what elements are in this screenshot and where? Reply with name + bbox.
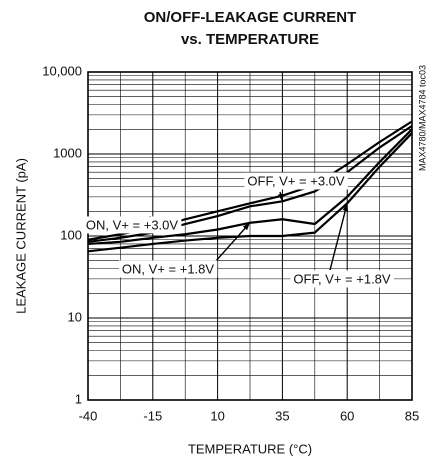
x-tick-label: 85 <box>405 408 419 423</box>
y-tick-label: 100 <box>60 227 82 242</box>
annotation-arrow <box>329 203 348 271</box>
y-tick-label: 10,000 <box>42 63 82 78</box>
series-line <box>87 125 413 243</box>
y-axis-label: LEAKAGE CURRENT (pA) <box>13 158 28 314</box>
x-tick-label: 60 <box>340 408 354 423</box>
chart-title: ON/OFF-LEAKAGE CURRENT <box>144 9 357 26</box>
x-tick-label: -15 <box>143 408 162 423</box>
y-tick-label: 1 <box>75 391 82 406</box>
label-box <box>290 270 394 288</box>
label-box <box>118 260 218 278</box>
arrow-head <box>342 203 348 212</box>
chart-title: vs. TEMPERATURE <box>181 31 319 48</box>
x-axis-label: TEMPERATURE (°C) <box>188 441 312 456</box>
x-tick-label: -40 <box>79 408 98 423</box>
label-box <box>82 216 182 234</box>
series-label: OFF, V+ = +1.8V <box>293 271 391 286</box>
series-line <box>87 132 413 253</box>
arrow-head <box>242 222 250 231</box>
series-label: ON, V+ = +1.8V <box>122 261 214 276</box>
x-tick-label: 10 <box>210 408 224 423</box>
y-tick-label: 10 <box>68 309 82 324</box>
x-tick-label: 35 <box>275 408 289 423</box>
side-note: MAX4780/MAX4784 toc03 <box>417 65 427 171</box>
y-tick-label: 1000 <box>53 145 82 160</box>
label-box <box>244 172 348 190</box>
plot-frame <box>87 71 413 401</box>
annotation-arrow <box>214 222 251 263</box>
series-label: OFF, V+ = +3.0V <box>247 173 345 188</box>
arrow-head <box>277 193 284 202</box>
series-label: ON, V+ = +3.0V <box>86 217 178 232</box>
